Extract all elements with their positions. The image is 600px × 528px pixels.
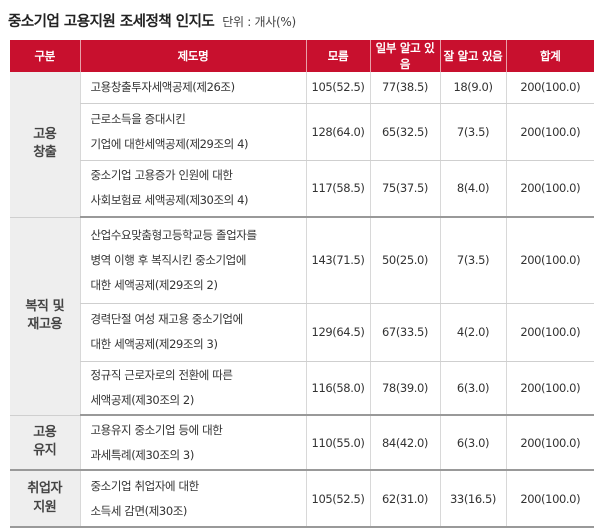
policy-name-cell: 고용창출투자세액공제(제26조) [79,72,306,104]
total-cell: 200(100.0) [505,303,594,362]
policy-name-cell: 고용유지 중소기업 등에 대한 과세특례(제30조의 3) [79,415,306,471]
total-cell: 200(100.0) [505,361,594,416]
total-cell: 200(100.0) [505,470,594,528]
col-header-partial: 일부 알고 있음 [369,40,440,72]
unknown-cell: 117(58.5) [305,160,370,218]
category-cell: 취업자 지원 [10,470,80,528]
col-header-category: 구분 [10,40,80,72]
unknown-cell: 143(71.5) [305,217,370,304]
title-row: 중소기업 고용지원 조세정책 인지도 단위 : 개사(%) [8,10,296,34]
partial-cell: 84(42.0) [369,415,440,471]
policy-name-cell: 근로소득을 증대시킨 기업에 대한세액공제(제29조의 4) [79,103,306,161]
partial-cell: 65(32.5) [369,103,440,161]
policy-name-cell: 경력단절 여성 재고용 중소기업에 대한 세액공제(제29조의 3) [79,303,306,362]
table-row: 중소기업 고용증가 인원에 대한 사회보험료 세액공제(제30조의 4) 117(5… [10,160,594,218]
partial-cell: 75(37.5) [369,160,440,218]
total-cell: 200(100.0) [505,103,594,161]
awareness-table: 구분 제도명 모름 일부 알고 있음 잘 알고 있음 합계 고용 창출 고용창출투자… [10,40,594,528]
unknown-cell: 110(55.0) [305,415,370,471]
partial-cell: 77(38.5) [369,72,440,104]
well-cell: 7(3.5) [439,217,506,304]
unknown-cell: 105(52.5) [305,72,370,104]
policy-name-cell: 정규직 근로자로의 전환에 따른 세액공제(제30조의 2) [79,361,306,416]
table-row: 경력단절 여성 재고용 중소기업에 대한 세액공제(제29조의 3) 129(64.… [10,303,594,362]
unit-label: 단위 : 개사(%) [222,15,296,29]
table-header-row: 구분 제도명 모름 일부 알고 있음 잘 알고 있음 합계 [10,40,594,72]
category-cell: 고용 유지 [10,415,80,471]
table-row: 취업자 지원 중소기업 취업자에 대한 소득세 감면(제30조) 105(52.5) 62… [10,470,594,528]
page-title: 중소기업 고용지원 조세정책 인지도 [8,14,215,30]
partial-cell: 62(31.0) [369,470,440,528]
total-cell: 200(100.0) [505,72,594,104]
policy-name-cell: 중소기업 고용증가 인원에 대한 사회보험료 세액공제(제30조의 4) [79,160,306,218]
category-cell: 고용 창출 [10,72,80,218]
well-cell: 6(3.0) [439,361,506,416]
table-row: 복직 및 재고용 산업수요맞춤형고등학교등 졸업자를 병역 이행 후 복직시킨 중소기… [10,217,594,416]
unknown-cell: 105(52.5) [305,470,370,528]
unknown-cell: 129(64.5) [305,303,370,362]
table-row: 고용 유지 고용유지 중소기업 등에 대한 과세특례(제30조의 3) 110(55.0… [10,415,594,471]
total-cell: 200(100.0) [505,160,594,218]
unknown-cell: 128(64.0) [305,103,370,161]
well-cell: 6(3.0) [439,415,506,471]
well-cell: 7(3.5) [439,103,506,161]
partial-cell: 78(39.0) [369,361,440,416]
table-body: 고용 창출 고용창출투자세액공제(제26조) 105(52.5) 77(38.5) 18(… [10,72,594,528]
well-cell: 33(16.5) [439,470,506,528]
partial-cell: 50(25.0) [369,217,440,304]
total-cell: 200(100.0) [505,217,594,304]
col-header-policy: 제도명 [79,40,306,72]
total-cell: 200(100.0) [505,415,594,471]
col-header-total: 합계 [505,40,594,72]
unknown-cell: 116(58.0) [305,361,370,416]
policy-name-cell: 산업수요맞춤형고등학교등 졸업자를 병역 이행 후 복직시킨 중소기업에 대한 세액… [79,217,306,304]
table-row: 정규직 근로자로의 전환에 따른 세액공제(제30조의 2) 116(58.0) 78… [10,361,594,416]
partial-cell: 67(33.5) [369,303,440,362]
well-cell: 8(4.0) [439,160,506,218]
table-row: 근로소득을 증대시킨 기업에 대한세액공제(제29조의 4) 128(64.0) 65… [10,103,594,161]
category-cell: 복직 및 재고용 [10,217,80,416]
well-cell: 18(9.0) [439,72,506,104]
well-cell: 4(2.0) [439,303,506,362]
table-row: 고용 창출 고용창출투자세액공제(제26조) 105(52.5) 77(38.5) 18(… [10,72,594,218]
col-header-well: 잘 알고 있음 [439,40,506,72]
policy-name-cell: 중소기업 취업자에 대한 소득세 감면(제30조) [79,470,306,528]
col-header-unknown: 모름 [305,40,370,72]
